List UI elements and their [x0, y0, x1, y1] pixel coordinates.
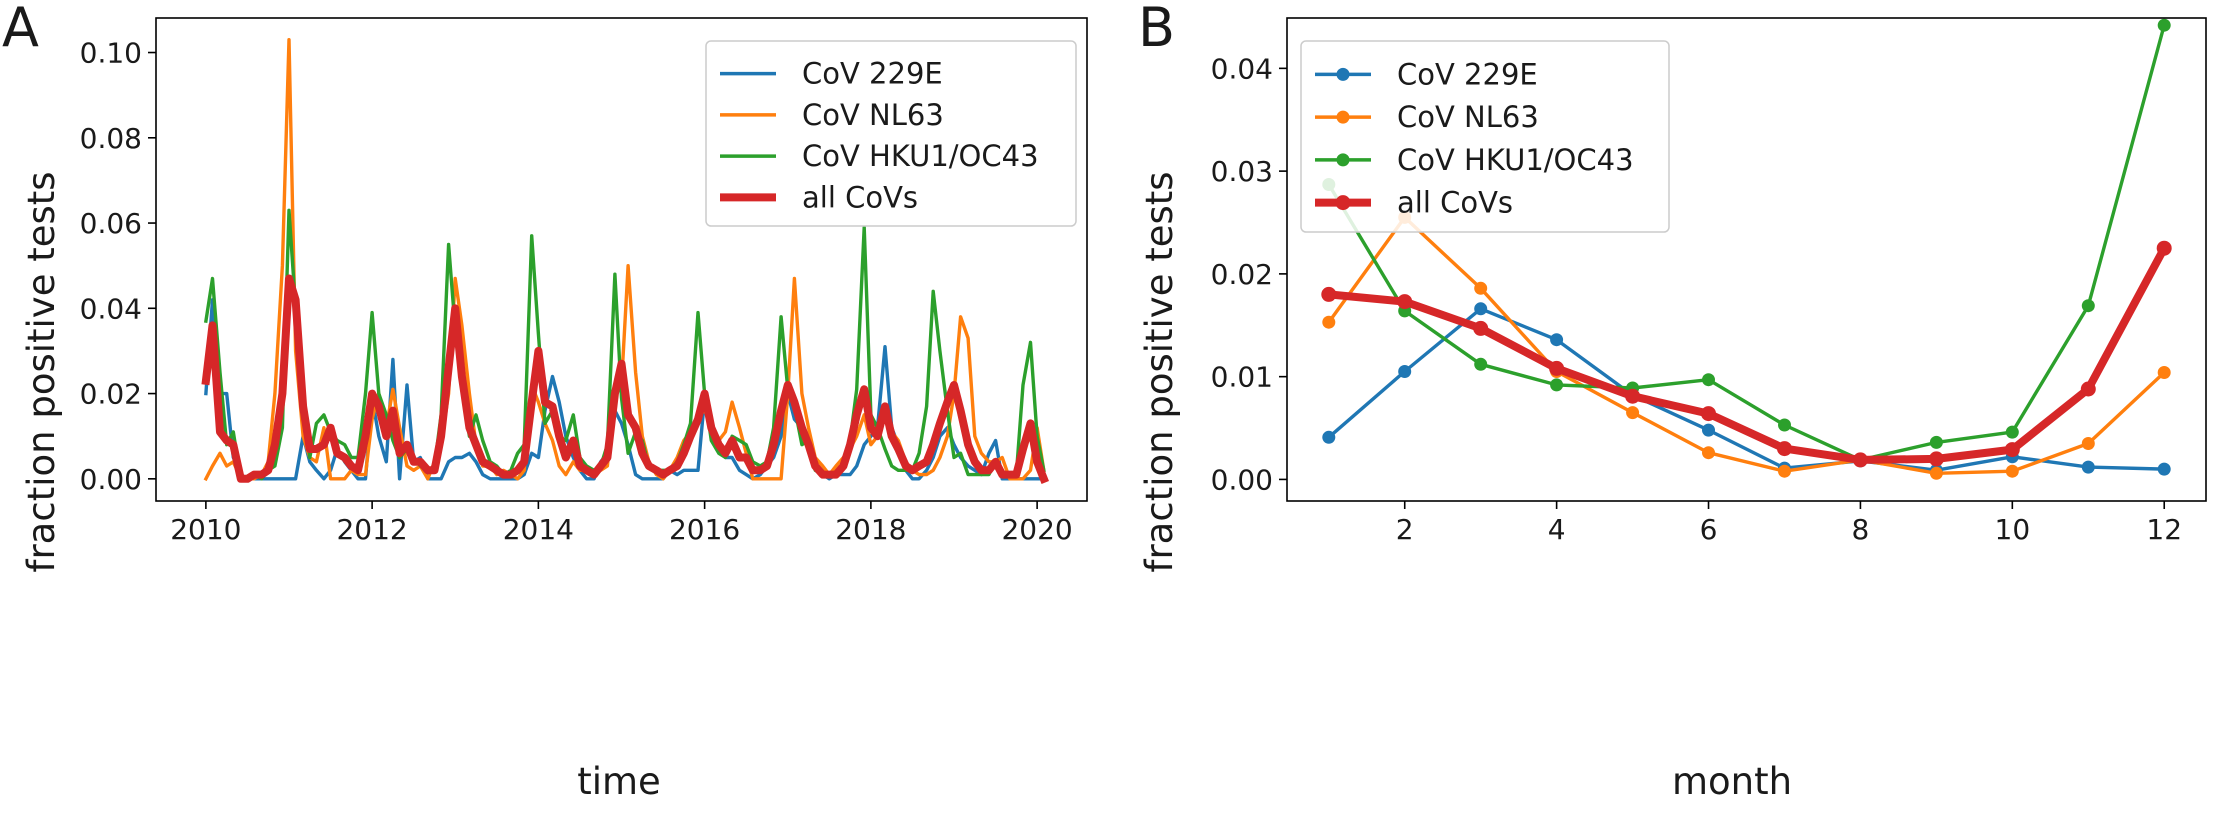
- panel-b-point-cov-nl63-12: [2157, 366, 2171, 379]
- panel-b-point-cov-nl63-10: [2005, 464, 2019, 478]
- panel-a-ytick-label: 0.00: [80, 463, 142, 496]
- panel-a: A 2010 2012 2014 2016 2018 2020 0.00 0.02 0.04 0.…: [2, 0, 1088, 803]
- panel-a-legend: CoV 229E CoV NL63 CoV HKU1/OC43 all CoVs: [705, 40, 1077, 227]
- panel-b-point-cov-hku1-oc43-4: [1550, 378, 1564, 392]
- panel-b-point-all-covs-10: [2004, 442, 2020, 458]
- panel-b-ytick-label: 0.03: [1211, 155, 1273, 188]
- panel-b-ytick-label: 0.00: [1211, 463, 1273, 496]
- panel-a-xtick-label: 2016: [669, 513, 740, 546]
- panel-a-legend-box: [705, 40, 1077, 227]
- panel-b-axes-frame: [1286, 17, 2207, 502]
- panel-b-point-cov-hku1-oc43-6: [1702, 373, 1715, 387]
- panel-b-point-all-covs-2: [1397, 294, 1413, 310]
- panel-b-point-cov-229e-2: [1398, 365, 1412, 378]
- panel-b-point-cov-229e-12: [2157, 462, 2171, 476]
- panel-a-series: [201, 38, 1049, 484]
- panel-a-legend-label-cov-hku1-oc43: CoV HKU1/OC43: [802, 139, 1039, 173]
- panel-b-point-all-covs-9: [1928, 451, 1944, 467]
- panel-letter-b: B: [1138, 0, 1175, 59]
- panel-b-point-cov-nl63-1: [1322, 315, 1336, 329]
- panel-b-legend-marker-cov-hku1-oc43: [1336, 153, 1350, 167]
- panel-b-legend: CoV 229E CoV NL63 CoV HKU1/OC43 all CoVs: [1300, 40, 1670, 233]
- panel-b-ytick-label: 0.01: [1211, 361, 1273, 394]
- panel-a-plot: 2010 2012 2014 2016 2018 2020 0.00 0.02 0.04 0.06…: [80, 17, 1088, 546]
- panel-b-point-all-covs-7: [1777, 441, 1792, 457]
- panel-b-legend-marker-cov-229e: [1336, 67, 1350, 81]
- panel-letter-a: A: [2, 0, 39, 59]
- panel-b-legend-marker-cov-nl63: [1336, 110, 1350, 124]
- panel-a-xtick-label: 2014: [503, 513, 574, 546]
- panel-b-point-cov-nl63-5: [1626, 406, 1640, 420]
- panel-b-point-all-covs-4: [1549, 360, 1565, 376]
- panel-a-ylabel: fraction positive tests: [20, 171, 63, 572]
- panel-b-point-cov-nl63-3: [1474, 281, 1488, 295]
- panel-b-series-cov-hku1-oc43: [1326, 23, 2167, 462]
- panel-b-point-cov-229e-6: [1702, 423, 1715, 437]
- panel-b-xtick-label: 2: [1396, 513, 1414, 546]
- panel-b-point-cov-nl63-7: [1778, 464, 1791, 478]
- panel-b-point-all-covs-11: [2080, 381, 2096, 397]
- panel-b: B 2 4 6 8 10 120.000.010.020.030.04 CoV 229ECo…: [1138, 0, 2207, 803]
- panel-a-xtick-label: 2018: [835, 513, 906, 546]
- panel-b-legend-box: [1300, 40, 1670, 233]
- panel-b-point-all-covs-8: [1852, 452, 1868, 468]
- panel-b-legend-label-cov-229e: CoV 229E: [1397, 57, 1538, 91]
- panel-b-series-all-covs: [1324, 242, 2170, 464]
- panel-b-ytick-label: 0.04: [1211, 52, 1273, 85]
- panel-b-point-cov-hku1-oc43-10: [2005, 425, 2019, 439]
- panel-b-point-cov-229e-1: [1322, 430, 1336, 444]
- panel-b-xtick-label: 6: [1700, 513, 1718, 546]
- panel-b-xlabel: month: [1672, 760, 1792, 803]
- panel-a-ytick-label: 0.04: [80, 292, 142, 325]
- panel-b-point-cov-nl63-9: [1929, 466, 1943, 480]
- panel-b-point-all-covs-3: [1473, 320, 1489, 336]
- panel-b-point-all-covs-6: [1701, 406, 1716, 422]
- panel-b-xtick-label: 10: [1995, 513, 2031, 546]
- panel-a-series-all-covs: [201, 274, 1049, 484]
- panel-b-point-cov-nl63-11: [2081, 437, 2095, 450]
- panel-b-plot: 2 4 6 8 10 120.000.010.020.030.04 CoV 229ECoV …: [1211, 17, 2207, 546]
- panel-b-point-cov-hku1-oc43-11: [2081, 299, 2095, 313]
- panel-b-point-cov-229e-11: [2081, 460, 2095, 474]
- panel-b-xtick-label: 8: [1852, 513, 1870, 546]
- panel-a-xtick-label: 2012: [336, 513, 407, 546]
- panel-b-point-cov-nl63-6: [1702, 446, 1715, 460]
- panel-b-legend-marker-all-covs: [1335, 195, 1351, 211]
- panel-b-series-cov-229e: [1326, 307, 2166, 472]
- panel-a-ytick-label: 0.06: [80, 207, 142, 240]
- panel-b-legend-label-cov-hku1-oc43: CoV HKU1/OC43: [1397, 143, 1634, 177]
- panel-b-point-all-covs-5: [1625, 388, 1641, 404]
- panel-b-ytick-label: 0.02: [1211, 258, 1273, 291]
- panel-b-point-cov-hku1-oc43-12: [2157, 18, 2171, 32]
- panel-b-point-cov-229e-4: [1550, 333, 1564, 347]
- panel-b-xtick-label: 12: [2146, 513, 2182, 546]
- panel-a-ytick-label: 0.08: [80, 122, 142, 155]
- panel-b-point-all-covs-1: [1321, 286, 1337, 302]
- panel-a-ytick-label: 0.10: [80, 37, 142, 70]
- panel-a-ytick-label: 0.02: [80, 378, 142, 411]
- panel-b-xtick-label: 4: [1548, 513, 1566, 546]
- panel-a-legend-label-cov-229e: CoV 229E: [802, 57, 943, 91]
- panel-b-point-cov-hku1-oc43-7: [1778, 418, 1791, 432]
- panel-b-series-cov-nl63: [1326, 215, 2167, 475]
- panel-b-point-cov-229e-3: [1474, 302, 1488, 316]
- panel-b-series: [1321, 18, 2172, 480]
- panel-b-point-cov-hku1-oc43-9: [1929, 435, 1943, 449]
- panel-b-point-all-covs-12: [2156, 240, 2172, 256]
- panel-a-xtick-label: 2020: [1001, 513, 1072, 546]
- panel-b-point-cov-hku1-oc43-3: [1474, 357, 1488, 371]
- panel-a-xlabel: time: [577, 760, 661, 803]
- panel-b-legend-label-all-covs: all CoVs: [1397, 186, 1513, 220]
- panel-a-legend-label-cov-nl63: CoV NL63: [802, 98, 944, 132]
- panel-a-xtick-label: 2010: [170, 513, 241, 546]
- panel-b-legend-label-cov-nl63: CoV NL63: [1397, 100, 1539, 134]
- panel-a-axes-frame: [155, 17, 1088, 502]
- panel-a-legend-label-all-covs: all CoVs: [802, 180, 918, 214]
- panel-a-series-cov-hku1-oc43: [203, 208, 1046, 481]
- panel-b-ylabel: fraction positive tests: [1138, 171, 1181, 572]
